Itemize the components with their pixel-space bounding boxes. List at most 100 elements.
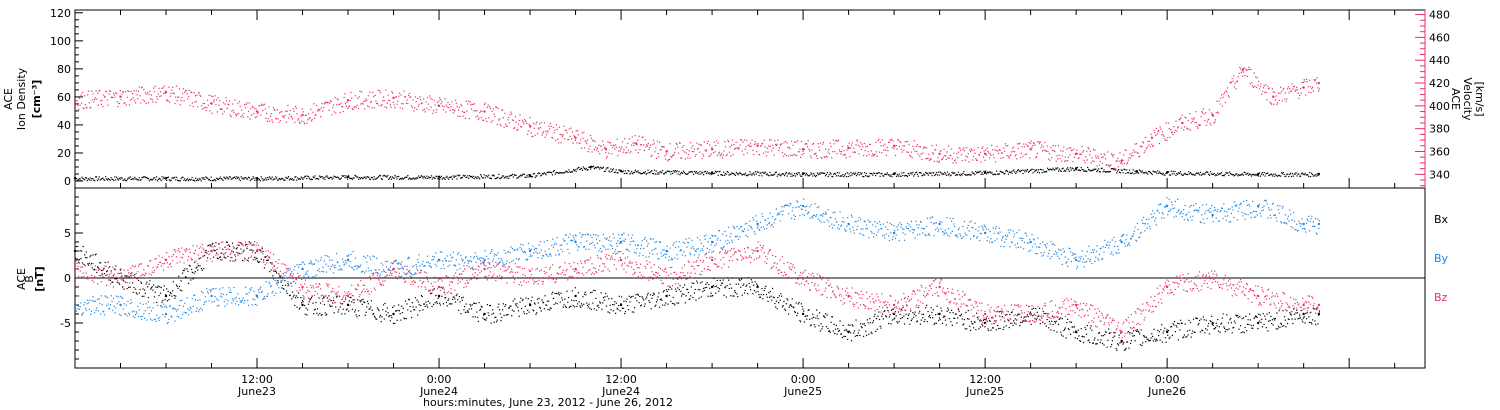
data-point xyxy=(244,244,247,246)
data-point xyxy=(702,155,705,157)
data-point xyxy=(181,290,183,292)
data-point xyxy=(75,177,78,180)
data-point xyxy=(775,143,777,146)
data-point xyxy=(339,178,342,180)
data-point xyxy=(85,177,88,179)
data-point xyxy=(1198,322,1200,325)
data-point xyxy=(1146,338,1148,340)
data-point xyxy=(953,152,955,154)
data-point xyxy=(100,295,102,297)
data-point xyxy=(104,261,106,264)
data-point xyxy=(679,285,681,287)
data-point xyxy=(109,279,112,281)
data-point xyxy=(1220,172,1223,174)
data-point xyxy=(769,290,771,293)
data-point xyxy=(202,178,204,180)
data-point xyxy=(1120,162,1122,164)
data-point xyxy=(1210,124,1212,126)
data-point xyxy=(910,310,912,312)
data-point xyxy=(504,176,506,179)
data-point xyxy=(396,103,398,105)
data-point xyxy=(1243,331,1245,334)
data-point xyxy=(1082,169,1084,171)
data-point xyxy=(512,119,514,122)
data-point xyxy=(718,290,720,292)
data-point xyxy=(140,282,143,284)
data-point xyxy=(738,278,740,281)
data-point xyxy=(136,94,138,96)
data-point xyxy=(939,318,941,321)
data-point xyxy=(962,324,964,326)
data-point xyxy=(193,92,195,94)
data-point xyxy=(640,304,642,306)
data-point xyxy=(169,291,172,294)
data-point xyxy=(1250,324,1252,327)
data-point xyxy=(312,111,314,113)
data-point xyxy=(649,301,651,303)
data-point xyxy=(808,148,810,150)
data-point xyxy=(86,257,88,259)
data-point xyxy=(600,292,602,294)
data-point xyxy=(471,304,473,306)
data-point xyxy=(474,176,476,178)
data-point xyxy=(1025,316,1027,318)
data-point xyxy=(478,117,480,119)
data-point xyxy=(746,139,748,142)
data-point xyxy=(817,318,819,320)
data-point xyxy=(140,87,143,89)
data-point xyxy=(1275,174,1277,176)
data-point xyxy=(581,167,583,169)
data-point xyxy=(941,158,944,160)
data-point xyxy=(1125,172,1127,174)
data-point xyxy=(546,131,548,133)
data-point xyxy=(328,177,330,179)
data-point xyxy=(677,152,680,154)
data-point xyxy=(873,172,875,174)
data-point xyxy=(818,172,820,174)
data-point xyxy=(1138,331,1140,333)
data-point xyxy=(624,311,627,313)
data-point xyxy=(749,286,751,288)
data-point xyxy=(627,142,629,145)
data-point xyxy=(1138,155,1140,158)
data-point xyxy=(797,171,799,174)
data-point xyxy=(455,102,457,104)
data-point xyxy=(257,111,259,113)
data-point xyxy=(662,304,664,306)
data-point xyxy=(1089,154,1091,156)
data-point xyxy=(282,178,284,180)
data-point xyxy=(389,176,392,178)
data-point xyxy=(674,170,676,172)
data-point xyxy=(1207,171,1209,174)
data-point xyxy=(893,318,895,320)
data-point xyxy=(1182,337,1184,339)
data-point xyxy=(991,144,993,146)
data-point xyxy=(852,151,854,153)
data-point xyxy=(681,293,683,295)
data-point xyxy=(1289,87,1291,90)
data-point xyxy=(1030,140,1032,142)
data-point xyxy=(144,100,146,102)
data-point xyxy=(890,139,892,141)
data-point xyxy=(1107,339,1109,341)
data-point xyxy=(1152,170,1154,172)
data-point xyxy=(563,172,565,174)
data-point xyxy=(351,301,353,303)
data-point xyxy=(1094,149,1096,151)
data-point xyxy=(307,113,310,115)
data-point xyxy=(162,178,164,180)
data-point xyxy=(956,153,958,155)
data-point xyxy=(966,328,968,330)
data-point xyxy=(569,135,571,137)
data-point xyxy=(304,313,307,315)
data-point xyxy=(630,144,633,146)
data-point xyxy=(115,176,118,178)
data-point xyxy=(226,241,228,243)
data-point xyxy=(760,172,762,174)
data-point xyxy=(1010,151,1013,153)
data-point xyxy=(762,152,765,154)
data-point xyxy=(1000,171,1002,173)
data-point xyxy=(692,171,694,173)
data-point xyxy=(489,177,491,179)
data-point xyxy=(141,177,143,179)
